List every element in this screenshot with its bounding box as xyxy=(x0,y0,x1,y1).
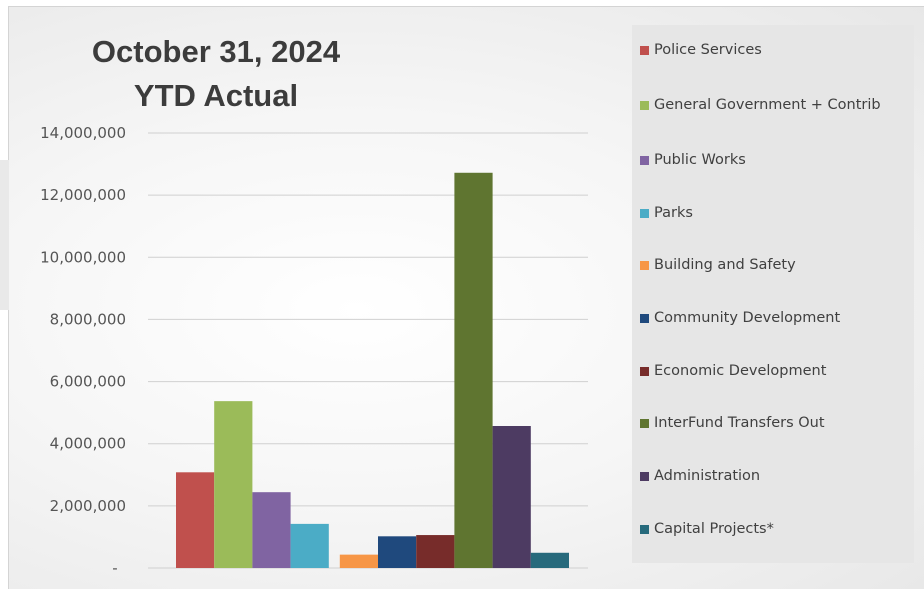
bar-police-services xyxy=(176,472,215,568)
legend-label: Capital Projects* xyxy=(654,521,774,537)
legend-swatch xyxy=(640,472,649,481)
legend-item: Police Services xyxy=(640,40,910,60)
legend-label: InterFund Transfers Out xyxy=(654,415,825,431)
y-tick-label: 10,000,000 xyxy=(40,248,126,266)
bar-economic-development xyxy=(416,535,455,568)
legend-swatch xyxy=(640,101,649,110)
legend-label: Administration xyxy=(654,468,761,484)
legend-swatch xyxy=(640,46,649,55)
legend-label: Economic Development xyxy=(654,363,827,379)
legend-swatch xyxy=(640,419,649,428)
legend-swatch xyxy=(640,525,649,534)
legend-label: Parks xyxy=(654,205,693,221)
bar-administration xyxy=(492,426,531,568)
y-tick-label: 6,000,000 xyxy=(50,373,126,391)
bar-interfund-transfers-out xyxy=(454,172,493,568)
bar-building-and-safety xyxy=(339,554,378,568)
legend-item: Public Works xyxy=(640,150,910,170)
legend-label: Community Development xyxy=(654,310,841,326)
legend-label: Police Services xyxy=(654,42,762,58)
legend-label: General Government + Contrib xyxy=(654,97,881,113)
bar-public-works xyxy=(252,492,291,568)
bars xyxy=(176,172,569,568)
y-tick-label: 2,000,000 xyxy=(50,497,126,515)
y-axis-tick-labels: - 2,000,000 4,000,000 6,000,000 8,000,000 10,… xyxy=(40,124,126,577)
legend-item: Capital Projects* xyxy=(640,519,910,539)
y-tick-label: 8,000,000 xyxy=(50,310,126,328)
legend-swatch xyxy=(640,261,649,270)
legend-swatch xyxy=(640,209,649,218)
legend-item: General Government + Contrib xyxy=(640,95,910,115)
legend-item: Administration xyxy=(640,466,910,486)
legend-item: Parks xyxy=(640,203,910,223)
legend-swatch xyxy=(640,156,649,165)
legend-swatch xyxy=(640,367,649,376)
bar-community-development xyxy=(378,536,417,568)
legend-item: Community Development xyxy=(640,308,910,328)
bar-capital-projects xyxy=(530,552,569,568)
legend-item: Economic Development xyxy=(640,361,910,381)
legend-label: Public Works xyxy=(654,152,746,168)
legend-item: InterFund Transfers Out xyxy=(640,413,910,433)
chart-title-line-2: YTD Actual xyxy=(134,78,298,113)
legend-item: Building and Safety xyxy=(640,255,910,275)
legend-swatch xyxy=(640,314,649,323)
legend-label: Building and Safety xyxy=(654,257,796,273)
left-shadow xyxy=(0,160,9,310)
bar-general-government-contrib xyxy=(214,401,253,568)
y-tick-label: - xyxy=(112,559,117,577)
chart-title-line-1: October 31, 2024 xyxy=(92,34,341,69)
bar-parks xyxy=(290,523,329,568)
y-tick-label: 12,000,000 xyxy=(40,186,126,204)
y-tick-label: 4,000,000 xyxy=(50,435,126,453)
legend: Police Services General Government + Cont… xyxy=(632,25,914,563)
y-tick-label: 14,000,000 xyxy=(40,124,126,142)
